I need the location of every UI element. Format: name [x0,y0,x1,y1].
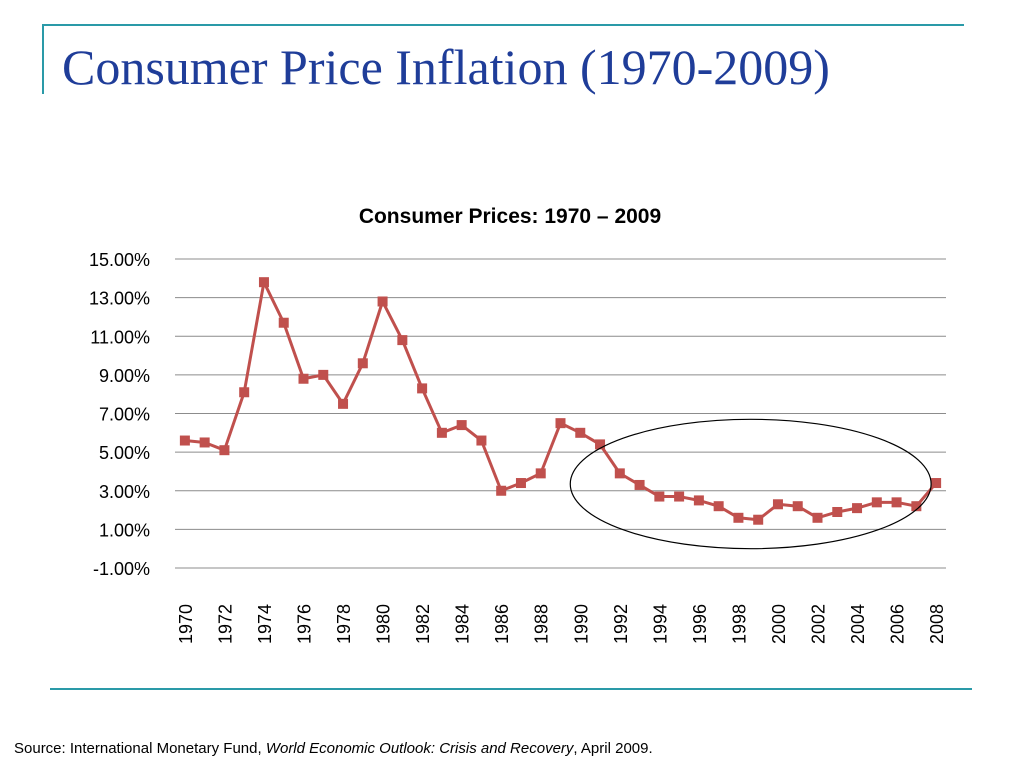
x-tick-label: 1984 [453,604,473,644]
data-point-marker [377,296,388,307]
data-point-marker [595,439,606,450]
x-tick-label: 2008 [927,604,947,644]
series-line [184,280,938,522]
data-point-marker [278,317,289,328]
data-point-marker [911,501,922,512]
x-tick-label: 1998 [729,604,749,644]
data-point-marker [179,435,190,446]
data-point-marker [496,485,507,496]
y-tick-label: 1.00% [99,520,150,540]
data-point-marker [713,501,724,512]
gridlines [175,258,946,569]
data-point-marker [219,445,230,456]
line-chart: Consumer Prices: 1970 – 2009 15.00% 13.00… [89,205,947,644]
data-point-marker [476,435,487,446]
y-tick-label: 7.00% [99,405,150,425]
data-point-marker [555,418,566,429]
bottom-accent-line [50,688,972,690]
data-point-marker [891,497,902,508]
data-point-marker [515,478,526,489]
data-point-marker [318,369,329,380]
y-axis-ticks: 15.00% 13.00% 11.00% 9.00% 7.00% 5.00% 3.00% 1.… [89,250,150,579]
y-tick-label: 5.00% [99,443,150,463]
source-suffix: , April 2009. [573,740,653,757]
data-point-marker [397,335,408,346]
x-tick-label: 1982 [413,604,433,644]
y-tick-label: 15.00% [89,250,150,270]
y-tick-label: 9.00% [99,366,150,386]
source-prefix: Source: International Monetary Fund, [14,740,266,757]
data-point-marker [199,437,210,448]
data-point-marker [357,358,368,369]
data-point-marker [693,495,704,506]
y-tick-label: -1.00% [93,559,150,579]
data-point-marker [298,373,309,384]
x-tick-label: 1980 [374,604,394,644]
chart-title: Consumer Prices: 1970 – 2009 [359,205,661,228]
data-point-marker [338,398,349,409]
data-point-marker [852,503,863,514]
data-point-marker [258,277,269,288]
x-tick-label: 1986 [492,604,512,644]
y-tick-label: 3.00% [99,482,150,502]
x-tick-label: 2006 [888,604,908,644]
x-tick-label: 1992 [611,604,631,644]
x-tick-label: 1990 [571,604,591,644]
data-point-marker [674,491,685,502]
data-point-marker [654,491,665,502]
source-publication: World Economic Outlook: Crisis and Recov… [265,740,574,757]
x-tick-label: 1996 [690,604,710,644]
data-point-marker [792,501,803,512]
highlight-ellipse [569,418,932,550]
data-point-marker [733,512,744,523]
source-citation: Source: International Monetary Fund, Wor… [14,740,653,757]
data-point-marker [753,514,764,525]
data-point-marker [239,387,250,398]
data-point-marker [871,497,882,508]
top-accent-line [42,24,964,26]
data-point-marker [812,512,823,523]
left-accent-line [42,24,44,94]
slide-title: Consumer Price Inflation (1970-2009) [62,39,830,95]
x-tick-label: 1972 [215,604,235,644]
highlight-layer [569,418,932,550]
data-point-marker [931,478,942,489]
data-point-marker [614,468,625,479]
x-tick-label: 2000 [769,604,789,644]
data-point-marker [832,506,843,517]
y-tick-label: 11.00% [90,327,150,347]
data-point-marker [575,427,586,438]
data-point-marker [535,468,546,479]
x-tick-label: 1978 [334,604,354,644]
series-layer [179,277,942,525]
x-tick-label: 1970 [176,604,196,644]
x-tick-label: 2002 [809,604,829,644]
data-point-marker [772,499,783,510]
x-tick-label: 2004 [848,604,868,644]
data-point-marker [436,427,447,438]
x-tick-label: 1994 [650,604,670,644]
y-tick-label: 13.00% [89,289,150,309]
x-axis-ticks: 1970 1972 1974 1976 1978 1980 1982 1984 1986 1988… [176,604,947,644]
x-tick-label: 1988 [532,604,552,644]
x-tick-label: 1976 [295,604,315,644]
x-tick-label: 1974 [255,604,275,644]
data-point-marker [634,479,645,490]
data-point-marker [456,420,467,431]
data-point-marker [417,383,428,394]
